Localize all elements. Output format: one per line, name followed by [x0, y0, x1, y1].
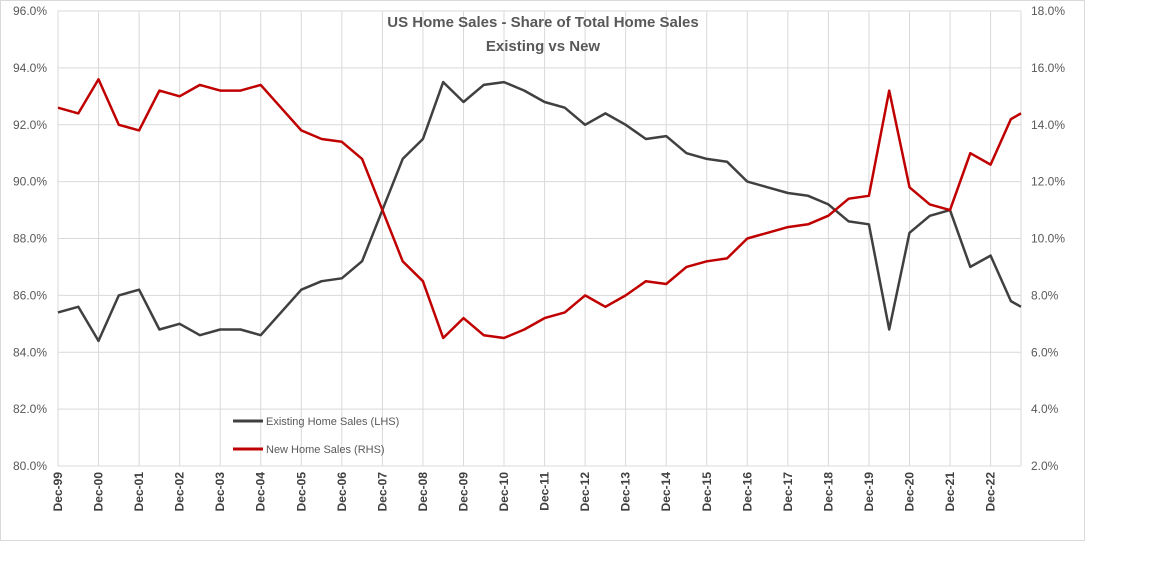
x-tick-label: Dec-14 [659, 472, 673, 512]
legend-label-new: New Home Sales (RHS) [266, 444, 385, 456]
x-tick-label: Dec-06 [335, 472, 349, 512]
x-tick-label: Dec-21 [943, 472, 957, 512]
right-tick-label: 6.0% [1031, 345, 1059, 359]
x-tick-label: Dec-13 [619, 472, 633, 512]
series-lines [57, 78, 1022, 343]
right-axis-labels: 2.0% 4.0% 6.0% 8.0% 10.0% 12.0% 14.0% 16.0% 18.0… [1031, 4, 1065, 473]
x-tick-label: Dec-10 [497, 472, 511, 512]
x-tick-label: Dec-16 [740, 472, 754, 512]
x-tick-label: Dec-20 [902, 472, 916, 512]
right-tick-label: 18.0% [1031, 4, 1065, 18]
legend: Existing Home Sales (LHS) New Home Sales… [233, 416, 399, 456]
legend-item-new: New Home Sales (RHS) [233, 444, 385, 456]
x-tick-label: Dec-15 [700, 472, 714, 512]
x-tick-label: Dec-00 [92, 472, 106, 512]
left-tick-label: 92.0% [13, 118, 47, 132]
left-axis-labels: 80.0% 82.0% 84.0% 86.0% 88.0% 90.0% 92.0% 94.0%… [13, 4, 47, 473]
chart-frame: 80.0% 82.0% 84.0% 86.0% 88.0% 90.0% 92.0% 94.0%… [0, 0, 1085, 541]
left-tick-label: 86.0% [13, 288, 47, 302]
left-tick-label: 82.0% [13, 402, 47, 416]
right-tick-label: 14.0% [1031, 118, 1065, 132]
x-axis-labels: Dec-99 Dec-00 Dec-01 Dec-02 Dec-03 Dec-04 Dec-… [51, 472, 998, 512]
x-tick-label: Dec-12 [578, 472, 592, 512]
series-line-new [57, 78, 1022, 340]
legend-label-existing: Existing Home Sales (LHS) [266, 416, 399, 428]
right-tick-label: 10.0% [1031, 232, 1065, 246]
x-tick-label: Dec-02 [173, 472, 187, 512]
x-tick-label: Dec-07 [375, 472, 389, 512]
series-line-existing [57, 80, 1022, 343]
line-chart: 80.0% 82.0% 84.0% 86.0% 88.0% 90.0% 92.0% 94.0%… [13, 4, 1065, 512]
x-tick-label: Dec-99 [51, 472, 65, 512]
x-tick-label: Dec-11 [538, 472, 552, 511]
x-tick-label: Dec-19 [862, 472, 876, 512]
x-tick-label: Dec-22 [984, 472, 998, 512]
left-tick-label: 84.0% [13, 345, 47, 359]
left-tick-label: 96.0% [13, 4, 47, 18]
x-tick-label: Dec-04 [254, 472, 268, 512]
left-tick-label: 94.0% [13, 61, 47, 75]
x-tick-label: Dec-17 [781, 472, 795, 512]
chart-title: US Home Sales - Share of Total Home Sale… [387, 14, 698, 31]
x-tick-label: Dec-08 [416, 472, 430, 512]
gridlines [57, 10, 1022, 467]
left-tick-label: 80.0% [13, 459, 47, 473]
x-tick-label: Dec-03 [213, 472, 227, 512]
right-tick-label: 2.0% [1031, 459, 1059, 473]
x-tick-label: Dec-09 [456, 472, 470, 512]
x-tick-label: Dec-18 [821, 472, 835, 512]
left-tick-label: 88.0% [13, 232, 47, 246]
right-tick-label: 8.0% [1031, 288, 1059, 302]
right-tick-label: 16.0% [1031, 61, 1065, 75]
chart-subtitle: Existing vs New [486, 38, 601, 55]
right-tick-label: 12.0% [1031, 175, 1065, 189]
left-tick-label: 90.0% [13, 175, 47, 189]
x-tick-label: Dec-01 [132, 472, 146, 512]
right-tick-label: 4.0% [1031, 402, 1059, 416]
legend-item-existing: Existing Home Sales (LHS) [233, 416, 399, 428]
x-tick-label: Dec-05 [294, 472, 308, 512]
